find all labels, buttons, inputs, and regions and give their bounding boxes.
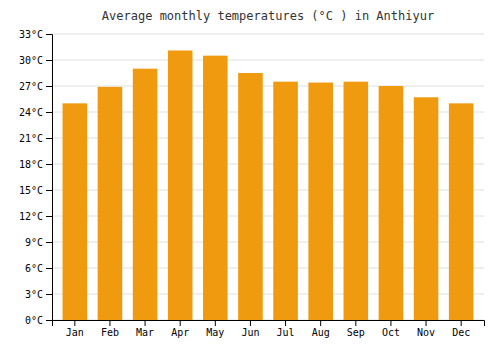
x-tick-mark [109,320,110,326]
bar [414,97,439,320]
x-tick-label: Oct [382,327,400,338]
chart-container: 0°C 3°C 6°C 9°C 12°C 15°C 18°C 21°C 24°C 27°C 30°C… [0,0,500,350]
y-tick: 24°C [19,107,52,118]
y-axis: 0°C 3°C 6°C 9°C 12°C 15°C 18°C 21°C 24°C 27°C 30°C… [19,29,53,326]
x-tick-label: Apr [171,327,189,338]
x-tick-mark [461,320,462,326]
y-tick-label: 24°C [19,107,43,118]
y-tick: 6°C [25,263,52,274]
bar [379,86,404,320]
x-tick-mark [250,320,251,326]
y-tick-mark [46,268,52,269]
x-tick: Jan [66,320,84,338]
y-tick-mark [46,34,52,35]
x-tick: Sep [347,320,365,338]
grid-line [52,34,484,35]
y-tick-label: 30°C [19,55,43,66]
bar [98,87,123,320]
y-tick: 15°C [19,185,52,196]
chart-svg: 0°C 3°C 6°C 9°C 12°C 15°C 18°C 21°C 24°C 27°C 30°C… [0,0,500,350]
y-tick-mark [46,112,52,113]
x-tick-mark [320,320,321,326]
x-tick: Mar [136,320,154,338]
y-axis-line [46,35,53,321]
y-tick-label: 9°C [25,237,43,248]
y-tick-mark [46,216,52,217]
y-tick-mark [46,242,52,243]
x-tick-mark [426,320,427,326]
x-tick-label: Jun [241,327,259,338]
y-tick-mark [46,164,52,165]
y-tick: 18°C [19,159,52,170]
y-tick-label: 6°C [25,263,43,274]
x-tick: May [206,320,224,338]
y-tick-label: 0°C [25,315,43,326]
bar [63,103,88,320]
x-tick-label: Dec [452,327,470,338]
x-tick: Nov [417,320,435,338]
y-tick: 27°C [19,81,52,92]
bar [449,103,474,320]
x-tick-mark [355,320,356,326]
x-tick-mark [285,320,286,326]
y-tick: 3°C [25,289,52,300]
x-tick-label: Jul [277,327,295,338]
y-tick: 21°C [19,133,52,144]
x-tick-label: Jan [66,327,84,338]
bar [273,82,298,320]
plot-area [63,50,474,320]
grid [52,34,484,320]
bar [168,50,193,320]
x-tick-mark [145,320,146,326]
x-tick-label: Nov [417,327,435,338]
x-tick-mark [215,320,216,326]
y-tick-label: 15°C [19,185,43,196]
x-tick-mark [74,320,75,326]
y-tick-mark [46,60,52,61]
x-axis-line [53,321,485,327]
x-tick-label: Feb [101,327,119,338]
y-tick-mark [46,86,52,87]
y-tick-mark [46,320,52,321]
grid-line [52,60,484,61]
x-tick-label: Aug [312,327,330,338]
x-tick: Jul [277,320,295,338]
y-tick: 33°C [19,29,52,40]
x-tick-label: Sep [347,327,365,338]
y-tick-label: 27°C [19,81,43,92]
x-tick: Jun [241,320,259,338]
y-tick-mark [46,294,52,295]
x-axis: Jan Feb Mar Apr May Jun Jul Aug Sep Oct Nov Dec [53,320,485,338]
x-tick: Apr [171,320,189,338]
bar [344,82,369,320]
y-tick-mark [46,138,52,139]
x-tick-mark [180,320,181,326]
y-tick: 0°C [25,315,52,326]
bar [308,83,333,320]
y-tick: 9°C [25,237,52,248]
y-tick: 12°C [19,211,52,222]
x-tick: Dec [452,320,470,338]
x-tick: Feb [101,320,119,338]
grid-line [52,86,484,87]
y-tick-label: 33°C [19,29,43,40]
x-tick: Oct [382,320,400,338]
bar [203,56,228,320]
x-tick-label: May [206,327,224,338]
y-tick-label: 21°C [19,133,43,144]
y-tick: 30°C [19,55,52,66]
y-tick-label: 3°C [25,289,43,300]
chart-title: Average monthly temperatures (°C ) in An… [102,9,434,23]
y-tick-label: 12°C [19,211,43,222]
y-tick-mark [46,190,52,191]
y-tick-label: 18°C [19,159,43,170]
x-tick: Aug [312,320,330,338]
x-tick-label: Mar [136,327,154,338]
bar [133,69,158,320]
bar [238,73,263,320]
x-tick-mark [390,320,391,326]
